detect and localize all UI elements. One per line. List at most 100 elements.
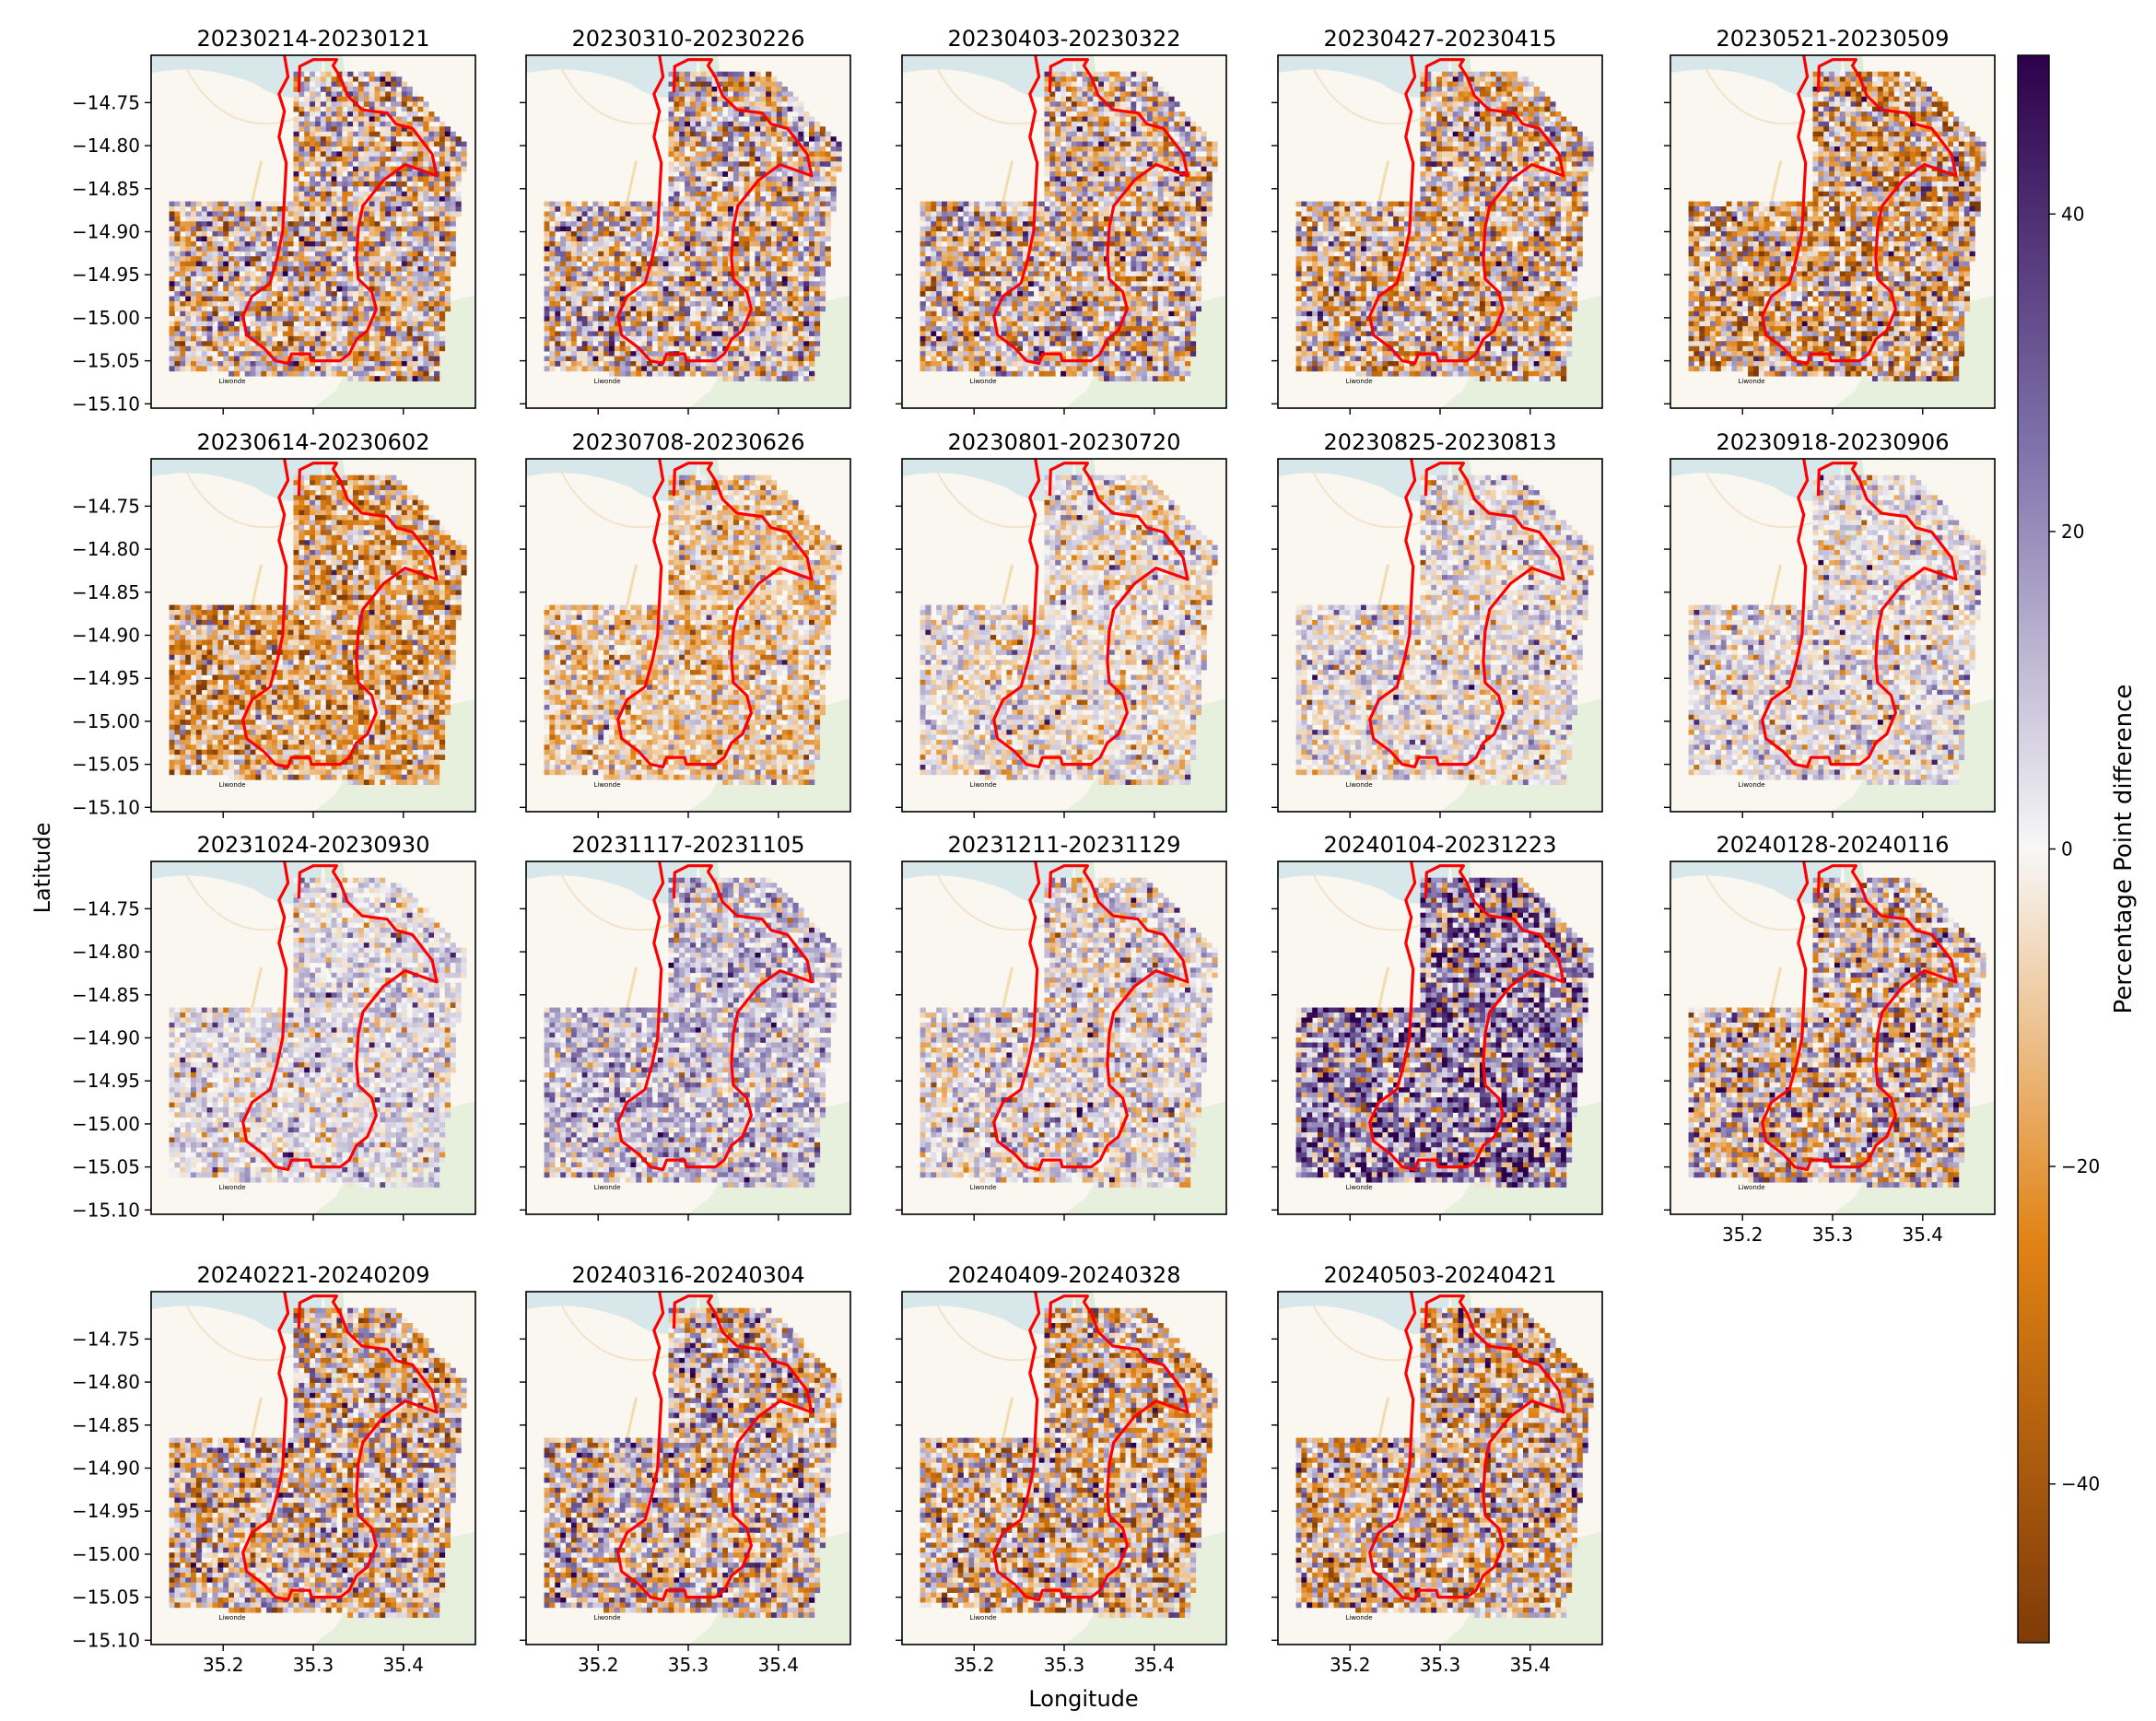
y-tick-label: −14.90 [72,1458,140,1480]
district-boundary [1368,459,1565,768]
town-label: Liwonde [1738,781,1764,789]
basemap: Liwonde [1278,459,1602,812]
basemap: Liwonde [1670,459,1995,812]
panel-title: 20240409-20240328 [948,1262,1181,1288]
colorbar-label: Percentage Point difference [2110,685,2138,1014]
x-tick-label: 35.4 [758,1654,800,1676]
lake [1278,1292,1450,1334]
basemap: Liwonde [151,1292,475,1645]
y-tick-label: −15.00 [72,1543,140,1565]
x-axis-label: Longitude [1028,1686,1138,1712]
x-tick-label: 35.2 [954,1654,995,1676]
basemap: Liwonde [902,459,1226,812]
map-panel: Liwonde 20231117-20231105 [520,832,851,1221]
lake [1670,55,1843,98]
basemap: Liwonde [902,55,1226,408]
town-label: Liwonde [1345,1614,1372,1621]
y-tick-label: −15.00 [72,307,140,329]
y-tick-label: −14.95 [72,263,140,286]
basemap: Liwonde [526,55,850,408]
y-tick-label: −14.90 [72,1027,140,1049]
town-label: Liwonde [218,1614,245,1621]
lake [526,1292,698,1334]
district-boundary [1761,459,1958,768]
town-label: Liwonde [593,378,620,385]
town-label: Liwonde [593,781,620,789]
panels-layer: Liwonde 20230214-20230121 −14.75 −14.80 −14.… [72,26,1996,1676]
x-tick-label: 35.4 [383,1654,425,1676]
map-panel: Liwonde 20230403-20230322 [896,26,1227,415]
panel-title: 20240316-20240304 [572,1262,805,1288]
colorbar-tick-label: 20 [2061,521,2084,543]
y-tick-label: −15.10 [72,392,140,415]
district-boundary [241,861,439,1171]
town-label: Liwonde [1345,1184,1372,1191]
heatmap-cells [544,1307,842,1618]
y-tick-label: −14.75 [72,495,140,517]
lake [902,1292,1074,1334]
heatmap-cells [920,71,1218,381]
lake [902,55,1074,98]
town-label: Liwonde [969,1184,996,1191]
y-tick-label: −14.75 [72,91,140,113]
y-tick-label: −15.10 [72,796,140,818]
lake [151,1292,323,1334]
map-panel: Liwonde 20240104-20231223 [1271,832,1603,1221]
heatmap-cells [169,474,467,785]
basemap: Liwonde [1278,861,1602,1214]
y-tick-label: −15.05 [72,1156,140,1178]
basemap: Liwonde [902,861,1226,1214]
lake [526,861,698,904]
map-panel: Liwonde 20240503-20240421 35.2 35.3 35.4 [1271,1262,1603,1676]
y-tick-label: −14.85 [72,178,140,200]
y-tick-label: −14.85 [72,984,140,1006]
y-tick-label: −14.80 [72,538,140,560]
town-label: Liwonde [593,1614,620,1621]
heatmap-cells [544,474,842,785]
x-tick-label: 35.4 [1510,1654,1552,1676]
heatmap-cells [169,71,467,381]
map-panel: Liwonde 20230521-20230509 [1664,26,1996,415]
lake [1670,459,1843,501]
district-boundary [992,1292,1189,1601]
district-boundary [241,55,439,365]
map-panel: Liwonde 20230918-20230906 [1664,429,1996,818]
basemap: Liwonde [1278,55,1602,408]
heatmap-cells [169,877,467,1188]
y-tick-label: −14.75 [72,1328,140,1350]
district-boundary [992,861,1189,1171]
map-panel: Liwonde 20230614-20230602 −14.75 −14.80 −14.… [72,429,476,818]
y-tick-label: −14.90 [72,625,140,647]
district-boundary [992,459,1189,768]
lake [902,459,1074,501]
panel-title: 20240128-20240116 [1717,832,1950,858]
lake [1278,459,1450,501]
heatmap-cells [1295,71,1594,381]
panel-title: 20231211-20231129 [948,832,1181,858]
heatmap-cells [544,877,842,1188]
y-tick-label: −14.75 [72,897,140,919]
x-tick-label: 35.3 [1420,1654,1461,1676]
district-boundary [1368,55,1565,365]
district-boundary [1761,861,1958,1171]
panel-title: 20230801-20230720 [948,429,1181,455]
district-boundary [616,861,814,1171]
town-label: Liwonde [969,378,996,385]
y-tick-label: −15.05 [72,350,140,372]
y-tick-label: −15.10 [72,1629,140,1651]
panel-title: 20240221-20240209 [197,1262,430,1288]
x-tick-label: 35.2 [203,1654,244,1676]
panel-title: 20230825-20230813 [1324,429,1557,455]
map-panel: Liwonde 20230310-20230226 [520,26,851,415]
road [1702,465,1850,529]
basemap: Liwonde [526,459,850,812]
town-label: Liwonde [218,378,245,385]
y-tick-label: −15.05 [72,754,140,776]
town-label: Liwonde [1345,781,1372,789]
y-tick-label: −14.95 [72,667,140,689]
lake [526,459,698,501]
x-tick-label: 35.4 [1134,1654,1176,1676]
colorbar-ticks: 40 20 0 −20 −40 [2049,203,2100,1495]
map-panel: Liwonde 20240316-20240304 35.2 35.3 35.4 [520,1262,851,1676]
